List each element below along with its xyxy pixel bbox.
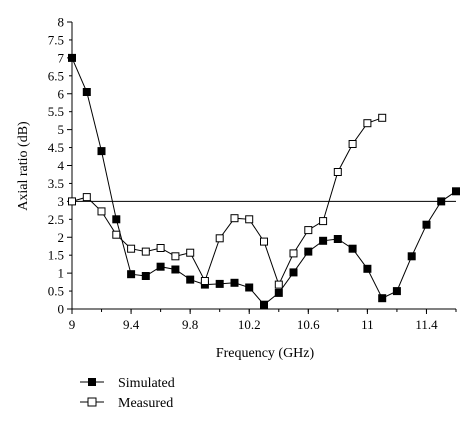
data-point-simulated	[112, 215, 121, 224]
y-tick-label: 7.5	[48, 32, 64, 47]
data-point-measured	[333, 168, 342, 176]
data-point-simulated	[304, 247, 313, 256]
x-axis-label: Frequency (GHz)	[216, 346, 315, 361]
x-tick-label: 10.6	[297, 317, 320, 332]
data-point-measured	[378, 113, 387, 122]
y-tick-label: 3	[58, 194, 65, 209]
series-line-simulated	[71, 57, 457, 306]
y-tick-label: 4	[58, 158, 65, 173]
axes	[67, 21, 457, 314]
data-point-measured	[215, 234, 224, 243]
data-point-measured	[127, 244, 136, 253]
y-tick-label: 0.5	[48, 284, 64, 299]
data-point-measured	[82, 193, 91, 202]
data-point-simulated	[348, 244, 357, 253]
data-point-simulated	[378, 294, 387, 303]
y-tick-label: 6	[58, 86, 65, 101]
y-axis-label: Axial ratio (dB)	[16, 121, 31, 211]
legend-label-measured: Measured	[118, 396, 173, 411]
data-point-simulated	[82, 88, 91, 96]
data-point-simulated	[289, 268, 298, 277]
series-line-measured	[71, 117, 383, 286]
y-tick-label: 5	[58, 122, 65, 137]
tick-labels: 0 0.5 1 1.5 2 2.5 3 3.5 4 4.5 5 5.5 6 6.5 7 7.5 8 9 9.4 9.8…	[48, 15, 438, 333]
data-point-measured	[274, 280, 283, 289]
legend-marker-simulated	[88, 378, 96, 386]
series-group	[68, 53, 460, 309]
data-point-simulated	[452, 187, 460, 196]
data-point-measured	[363, 119, 372, 128]
data-point-measured	[97, 207, 106, 216]
data-point-simulated	[68, 53, 76, 62]
legend-item-measured: Measured	[80, 396, 173, 411]
data-point-simulated	[260, 300, 268, 309]
data-point-measured	[68, 197, 76, 206]
data-point-measured	[230, 214, 239, 223]
data-point-simulated	[363, 264, 372, 273]
data-point-measured	[200, 277, 209, 285]
y-tick-label: 2.5	[48, 212, 64, 227]
data-point-simulated	[392, 287, 401, 296]
data-point-measured	[348, 140, 357, 148]
data-point-simulated	[437, 197, 446, 206]
data-point-measured	[171, 252, 180, 261]
data-point-measured	[186, 248, 195, 257]
y-tick-label: 8	[58, 15, 65, 30]
data-point-simulated	[156, 262, 165, 271]
x-tick-label: 9	[69, 317, 76, 332]
y-tick-label: 6.5	[48, 68, 64, 83]
data-point-simulated	[274, 288, 283, 297]
x-tick-label: 11	[361, 317, 374, 332]
x-tick-label: 9.8	[182, 317, 198, 332]
data-point-measured	[319, 217, 328, 226]
y-tick-label: 5.5	[48, 104, 64, 119]
data-point-simulated	[97, 147, 106, 156]
data-point-measured	[112, 230, 121, 239]
legend-label-simulated: Simulated	[118, 376, 175, 391]
data-point-measured	[156, 244, 165, 252]
y-tick-label: 3.5	[48, 176, 64, 191]
data-point-simulated	[333, 235, 342, 243]
data-point-measured	[260, 237, 268, 246]
data-point-simulated	[230, 278, 239, 287]
data-point-measured	[289, 249, 298, 258]
x-tick-label: 10.2	[238, 317, 261, 332]
data-point-simulated	[127, 270, 136, 279]
data-point-simulated	[319, 236, 328, 245]
data-point-simulated	[407, 252, 416, 261]
y-tick-label: 7	[58, 50, 65, 65]
data-point-simulated	[422, 220, 431, 229]
data-point-simulated	[141, 272, 150, 280]
y-tick-label: 4.5	[48, 140, 64, 155]
data-point-simulated	[186, 275, 195, 284]
y-tick-label: 1	[58, 266, 65, 281]
y-tick-label: 1.5	[48, 248, 64, 263]
legend-marker-measured	[87, 397, 97, 407]
data-point-simulated	[245, 283, 254, 292]
x-tick-label: 9.4	[123, 317, 140, 332]
y-tick-label: 0	[58, 302, 65, 317]
data-point-measured	[141, 247, 150, 256]
y-tick-label: 2	[58, 230, 65, 245]
data-point-measured	[304, 226, 313, 235]
x-tick-label: 11.4	[415, 317, 438, 332]
data-point-simulated	[215, 279, 224, 288]
legend-item-simulated: Simulated	[80, 376, 175, 391]
data-point-measured	[245, 215, 254, 224]
legend: Simulated Measured	[80, 376, 175, 411]
data-point-simulated	[171, 265, 180, 274]
